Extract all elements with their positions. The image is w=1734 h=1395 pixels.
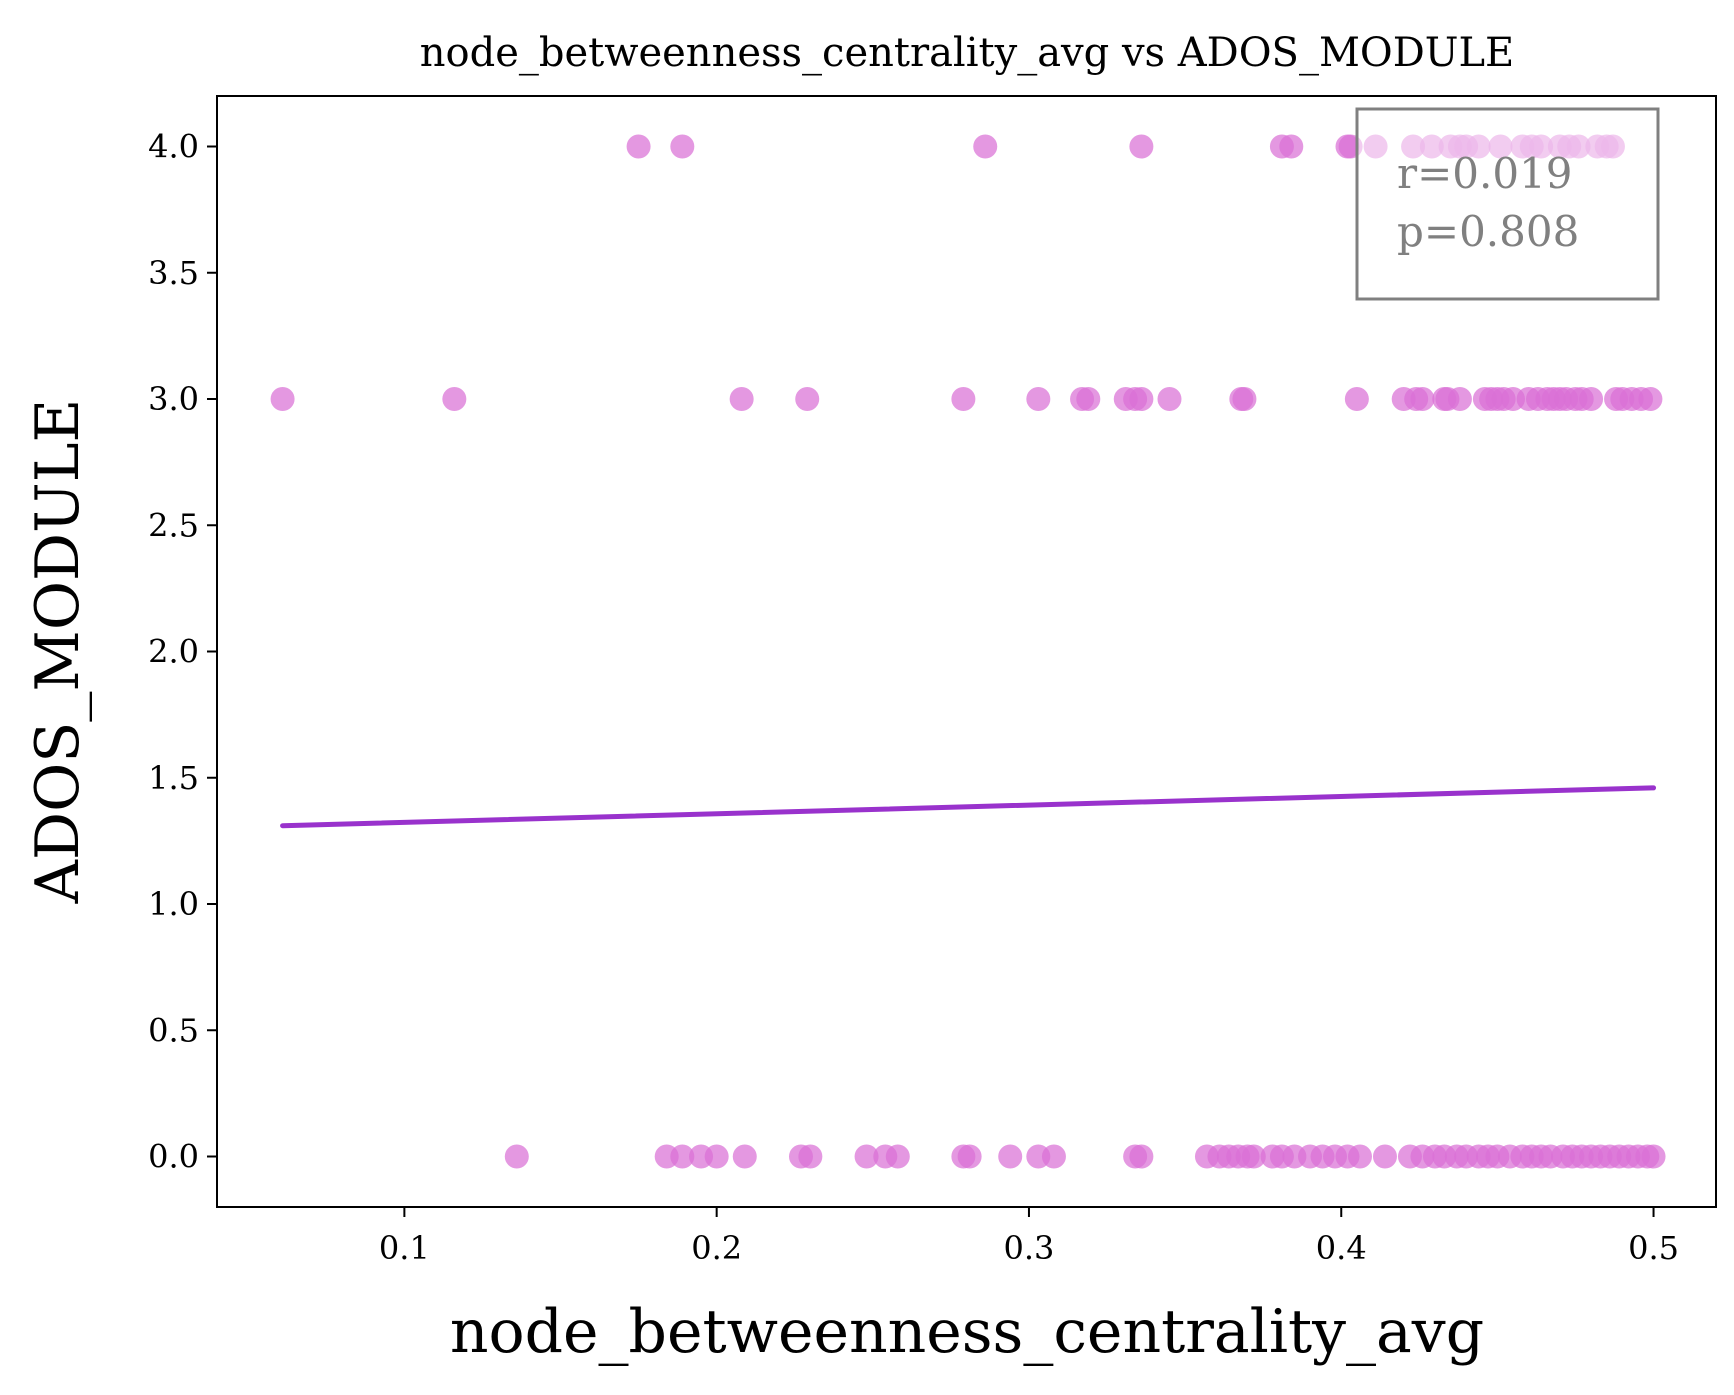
scatter-point (732, 1144, 757, 1169)
scatter-point (1638, 387, 1663, 411)
scatter-point (1041, 1144, 1066, 1169)
scatter-point (1372, 1144, 1397, 1169)
scatter-point (442, 387, 467, 411)
scatter-point (1129, 387, 1154, 411)
y-tick-label: 1.5 (148, 759, 199, 797)
y-tick-label: 1.0 (148, 885, 199, 923)
scatter-point (1641, 1144, 1666, 1169)
scatter-point (1232, 387, 1257, 411)
y-tick-label: 4.0 (148, 128, 199, 166)
p-value-text: p=0.808 (1397, 207, 1579, 256)
scatter-point (795, 387, 820, 411)
scatter-point (1026, 387, 1051, 411)
x-tick-label: 0.1 (379, 1229, 430, 1267)
y-tick-label: 2.5 (148, 506, 199, 544)
y-tick-label: 3.0 (148, 380, 199, 418)
scatter-point (854, 1144, 879, 1169)
y-tick-label: 0.5 (148, 1011, 199, 1049)
scatter-point (1129, 134, 1154, 159)
scatter-point (1241, 1144, 1266, 1169)
x-axis-label: node_betweenness_centrality_avg (450, 1297, 1484, 1367)
scatter-point (1157, 387, 1182, 411)
chart-title: node_betweenness_centrality_avg vs ADOS_… (420, 30, 1515, 76)
x-tick-label: 0.4 (1316, 1229, 1367, 1267)
x-tick-label: 0.3 (1004, 1229, 1055, 1267)
stats-annotation: r=0.019 p=0.808 (1355, 107, 1660, 301)
scatter-point (957, 1144, 982, 1169)
regression-line (280, 785, 1657, 829)
scatter-point (626, 134, 651, 159)
scatter-point (1279, 134, 1304, 159)
scatter-point (998, 1144, 1023, 1169)
scatter-point (1076, 387, 1101, 411)
scatter-point (1347, 1144, 1372, 1169)
scatter-point (1129, 1144, 1154, 1169)
scatter-point (1344, 387, 1369, 411)
scatter-point (670, 134, 695, 159)
scatter-point (670, 1144, 695, 1169)
scatter-point (1410, 387, 1435, 411)
y-tick-label: 0.0 (148, 1138, 199, 1176)
scatter-point (951, 387, 976, 411)
scatter-point (504, 1144, 529, 1169)
y-axis-label: ADOS_MODULE (23, 399, 93, 905)
scatter-point (270, 387, 295, 411)
scatter-point (704, 1144, 729, 1169)
scatter-point (1579, 387, 1604, 411)
y-tick-label: 3.5 (148, 254, 199, 292)
scatter-point (729, 387, 754, 411)
x-axis-ticks: 0.1 0.2 0.3 0.4 0.5 (379, 1207, 1679, 1267)
x-tick-label: 0.2 (691, 1229, 742, 1267)
correlation-r-text: r=0.019 (1397, 149, 1573, 198)
regression-line-layer (280, 785, 1657, 829)
x-tick-label: 0.5 (1628, 1229, 1679, 1267)
scatter-point (798, 1144, 823, 1169)
scatter-point (885, 1144, 910, 1169)
y-axis-ticks: 0.0 0.5 1.0 1.5 2.0 2.5 3.0 3.5 4.0 (148, 128, 217, 1176)
scatter-point (1447, 387, 1472, 411)
scatter-point (973, 134, 998, 159)
y-tick-label: 2.0 (148, 633, 199, 671)
stats-box-frame (1355, 107, 1660, 301)
